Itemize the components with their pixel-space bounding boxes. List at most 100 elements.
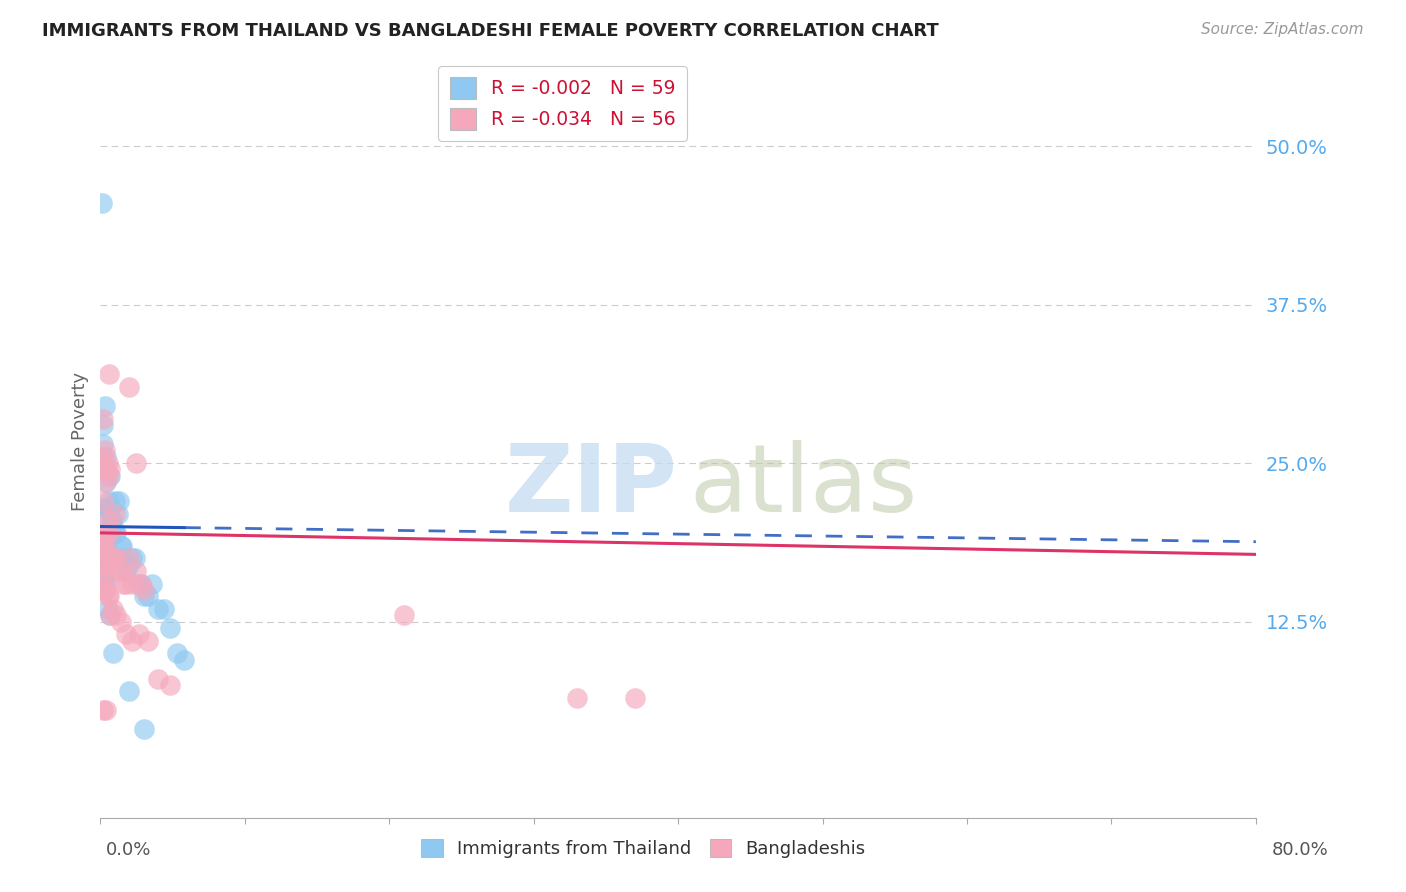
- Point: [91, 412, 114, 426]
- Point: [98, 494, 121, 508]
- Point: [90, 570, 112, 584]
- Point: [146, 602, 169, 616]
- Text: Source: ZipAtlas.com: Source: ZipAtlas.com: [1201, 22, 1364, 37]
- Point: [90, 525, 112, 540]
- Point: [110, 539, 132, 553]
- Point: [90, 558, 112, 572]
- Point: [107, 564, 129, 578]
- Point: [91, 494, 114, 508]
- Point: [623, 690, 645, 705]
- Point: [94, 703, 117, 717]
- Text: ZIP: ZIP: [505, 441, 678, 533]
- Text: IMMIGRANTS FROM THAILAND VS BANGLADESHI FEMALE POVERTY CORRELATION CHART: IMMIGRANTS FROM THAILAND VS BANGLADESHI …: [42, 22, 939, 40]
- Point: [98, 525, 121, 540]
- Point: [98, 468, 121, 483]
- Point: [565, 690, 588, 705]
- Point: [101, 513, 124, 527]
- Point: [90, 196, 112, 211]
- Y-axis label: Female Poverty: Female Poverty: [72, 371, 89, 510]
- Legend: R = -0.002   N = 59, R = -0.034   N = 56: R = -0.002 N = 59, R = -0.034 N = 56: [439, 66, 686, 141]
- Point: [112, 551, 135, 566]
- Point: [93, 462, 115, 476]
- Point: [94, 462, 117, 476]
- Point: [115, 564, 138, 578]
- Point: [98, 368, 121, 382]
- Point: [90, 551, 112, 566]
- Point: [121, 551, 143, 566]
- Point: [159, 678, 181, 692]
- Point: [91, 507, 114, 521]
- Point: [91, 437, 114, 451]
- Text: atlas: atlas: [690, 441, 918, 533]
- Point: [97, 513, 120, 527]
- Point: [112, 576, 135, 591]
- Point: [103, 519, 125, 533]
- Point: [100, 608, 122, 623]
- Point: [97, 545, 120, 559]
- Point: [118, 558, 141, 572]
- Point: [129, 576, 152, 591]
- Point: [90, 539, 112, 553]
- Point: [90, 564, 112, 578]
- Point: [146, 672, 169, 686]
- Point: [100, 608, 122, 623]
- Point: [118, 380, 141, 394]
- Point: [97, 500, 120, 515]
- Point: [105, 608, 128, 623]
- Point: [107, 507, 129, 521]
- Point: [93, 539, 115, 553]
- Text: 0.0%: 0.0%: [105, 840, 150, 858]
- Point: [111, 539, 134, 553]
- Point: [91, 539, 114, 553]
- Point: [153, 602, 176, 616]
- Point: [91, 418, 114, 433]
- Point: [110, 615, 132, 629]
- Point: [136, 589, 159, 603]
- Point: [90, 582, 112, 597]
- Point: [173, 652, 195, 666]
- Point: [91, 703, 114, 717]
- Point: [115, 627, 138, 641]
- Point: [91, 525, 114, 540]
- Point: [101, 558, 124, 572]
- Point: [121, 633, 143, 648]
- Point: [166, 646, 188, 660]
- Point: [103, 551, 125, 566]
- Point: [90, 539, 112, 553]
- Point: [128, 627, 150, 641]
- Point: [90, 576, 112, 591]
- Point: [118, 684, 141, 698]
- Point: [104, 507, 127, 521]
- Point: [136, 633, 159, 648]
- Point: [97, 602, 120, 616]
- Point: [94, 450, 117, 464]
- Point: [91, 558, 114, 572]
- Point: [94, 525, 117, 540]
- Point: [159, 621, 181, 635]
- Point: [132, 723, 155, 737]
- Point: [115, 576, 138, 591]
- Point: [108, 494, 131, 508]
- Point: [110, 564, 132, 578]
- Point: [93, 500, 115, 515]
- Point: [104, 494, 127, 508]
- Point: [127, 576, 149, 591]
- Text: 80.0%: 80.0%: [1272, 840, 1329, 858]
- Point: [93, 443, 115, 458]
- Point: [98, 525, 121, 540]
- Point: [98, 589, 121, 603]
- Point: [100, 551, 122, 566]
- Point: [93, 570, 115, 584]
- Point: [97, 589, 120, 603]
- Point: [105, 551, 128, 566]
- Point: [104, 525, 127, 540]
- Point: [91, 570, 114, 584]
- Point: [125, 456, 148, 470]
- Point: [100, 462, 122, 476]
- Point: [94, 475, 117, 490]
- Point: [93, 475, 115, 490]
- Point: [141, 576, 163, 591]
- Point: [91, 576, 114, 591]
- Point: [105, 525, 128, 540]
- Point: [94, 582, 117, 597]
